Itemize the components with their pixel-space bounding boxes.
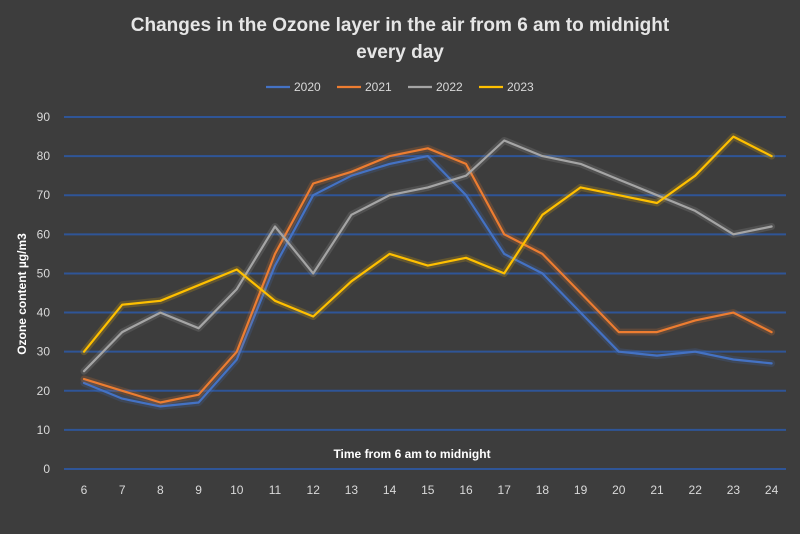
x-tick-label: 9	[195, 483, 202, 497]
y-axis-ticks: 0 10 20 30 40 50 60 70 80 90	[37, 110, 51, 476]
x-tick-label: 10	[230, 483, 244, 497]
chart-title-line1: Changes in the Ozone layer in the air fr…	[131, 15, 670, 36]
series-glow-2022	[80, 137, 776, 375]
y-tick-label: 40	[37, 306, 51, 320]
series-glow-2023	[80, 133, 776, 356]
legend-label-2020: 2020	[294, 80, 321, 94]
x-tick-label: 20	[612, 483, 626, 497]
y-tick-label: 60	[37, 227, 51, 241]
legend-label-2022: 2022	[436, 80, 463, 94]
y-tick-label: 20	[37, 384, 51, 398]
y-tick-label: 50	[37, 266, 51, 280]
x-tick-label: 18	[536, 483, 550, 497]
x-tick-label: 13	[345, 483, 359, 497]
x-tick-label: 6	[81, 483, 88, 497]
series-lines	[80, 133, 776, 410]
x-tick-label: 19	[574, 483, 588, 497]
x-tick-label: 7	[119, 483, 126, 497]
x-tick-label: 22	[689, 483, 703, 497]
series-line-2021	[82, 147, 773, 404]
x-tick-label: 24	[765, 483, 779, 497]
x-axis-ticks: 6 7 8 9 10 11 12 13 14 15 16 17 18 19 20 21 22 23 24	[81, 483, 779, 497]
y-tick-label: 0	[43, 462, 50, 476]
legend: 2020 2021 2022 2023	[266, 80, 534, 94]
x-tick-label: 23	[727, 483, 741, 497]
chart-title-line2: every day	[356, 42, 444, 63]
y-tick-label: 70	[37, 188, 51, 202]
x-axis-label: Time from 6 am to midnight	[333, 447, 490, 461]
y-tick-label: 10	[37, 423, 51, 437]
series-line-2020	[82, 155, 773, 408]
y-tick-label: 90	[37, 110, 51, 124]
legend-label-2021: 2021	[365, 80, 392, 94]
x-tick-label: 16	[459, 483, 473, 497]
x-tick-label: 11	[269, 483, 282, 497]
series-line-2022	[82, 139, 773, 373]
x-tick-label: 15	[421, 483, 435, 497]
x-tick-label: 21	[650, 483, 664, 497]
x-tick-label: 12	[307, 483, 321, 497]
x-tick-label: 17	[498, 483, 512, 497]
series-line-2023	[82, 135, 773, 353]
y-axis-label: Ozone content µg/m3	[15, 233, 29, 355]
y-tick-label: 30	[37, 345, 51, 359]
x-tick-label: 14	[383, 483, 397, 497]
legend-label-2023: 2023	[507, 80, 534, 94]
x-tick-label: 8	[157, 483, 164, 497]
y-tick-label: 80	[37, 149, 51, 163]
